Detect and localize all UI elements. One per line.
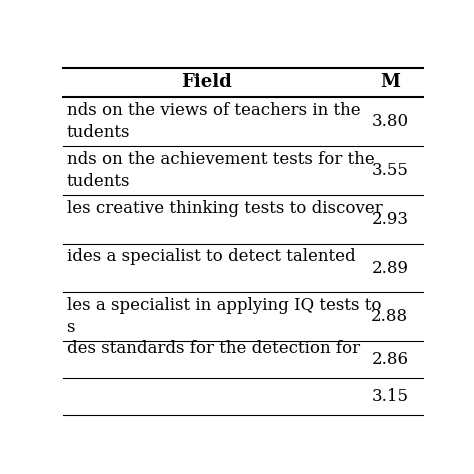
Text: Field: Field <box>181 73 232 91</box>
Text: 3.15: 3.15 <box>371 388 409 405</box>
Text: 2.88: 2.88 <box>371 309 409 325</box>
Text: nds on the achievement tests for the
tudents: nds on the achievement tests for the tud… <box>66 151 374 190</box>
Text: les creative thinking tests to discover: les creative thinking tests to discover <box>66 200 383 239</box>
Text: 2.86: 2.86 <box>371 351 409 368</box>
Text: des standards for the detection for: des standards for the detection for <box>66 340 360 379</box>
Text: 3.55: 3.55 <box>372 162 408 179</box>
Text: 2.89: 2.89 <box>371 260 409 276</box>
Text: ides a specialist to detect talented: ides a specialist to detect talented <box>66 248 355 288</box>
Text: M: M <box>380 73 400 91</box>
Text: 3.80: 3.80 <box>371 113 409 130</box>
Text: nds on the views of teachers in the
tudents: nds on the views of teachers in the tude… <box>66 102 360 141</box>
Text: 2.93: 2.93 <box>371 211 409 228</box>
Text: les a specialist in applying IQ tests to
s: les a specialist in applying IQ tests to… <box>66 297 381 337</box>
